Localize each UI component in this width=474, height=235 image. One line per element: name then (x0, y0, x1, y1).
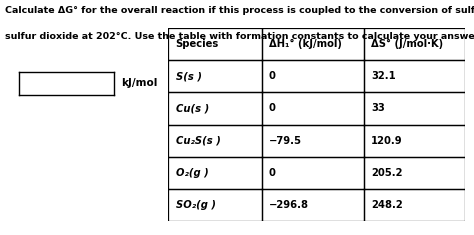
Text: Cu(s ): Cu(s ) (176, 103, 209, 114)
Bar (364, 189, 465, 221)
Text: sulfur dioxide at 202°C. Use the table with formation constants to calculate you: sulfur dioxide at 202°C. Use the table w… (5, 32, 474, 41)
Text: SO₂(g ): SO₂(g ) (176, 200, 216, 210)
Bar (364, 125, 465, 157)
Text: 248.2: 248.2 (371, 200, 403, 210)
Bar (168, 60, 262, 92)
Bar (168, 189, 262, 221)
Bar (168, 28, 262, 60)
Text: 120.9: 120.9 (371, 136, 403, 146)
Bar (364, 60, 465, 92)
Text: Calculate ΔG° for the overall reaction if this process is coupled to the convers: Calculate ΔG° for the overall reaction i… (5, 6, 474, 15)
Bar (168, 157, 262, 189)
Text: O₂(g ): O₂(g ) (176, 168, 209, 178)
Text: Cu₂S(s ): Cu₂S(s ) (176, 136, 220, 146)
Bar (262, 60, 364, 92)
Text: 0: 0 (269, 168, 276, 178)
Bar (262, 157, 364, 189)
Bar (168, 125, 262, 157)
Bar (364, 92, 465, 125)
Text: 205.2: 205.2 (371, 168, 403, 178)
Text: Species: Species (176, 39, 219, 49)
Bar (262, 189, 364, 221)
Text: 33: 33 (371, 103, 385, 114)
Text: ΔH₁° (kJ/mol): ΔH₁° (kJ/mol) (269, 39, 342, 49)
Text: kJ/mol: kJ/mol (121, 78, 157, 88)
Bar (262, 92, 364, 125)
Bar (364, 157, 465, 189)
Text: 0: 0 (269, 103, 276, 114)
Bar (262, 125, 364, 157)
Bar (168, 92, 262, 125)
Bar (364, 28, 465, 60)
Text: −79.5: −79.5 (269, 136, 302, 146)
Text: 0: 0 (269, 71, 276, 81)
Text: 32.1: 32.1 (371, 71, 396, 81)
Text: S(s ): S(s ) (176, 71, 201, 81)
Text: ΔS° (J/mol·K): ΔS° (J/mol·K) (371, 39, 443, 49)
Bar (262, 28, 364, 60)
Text: −296.8: −296.8 (269, 200, 309, 210)
